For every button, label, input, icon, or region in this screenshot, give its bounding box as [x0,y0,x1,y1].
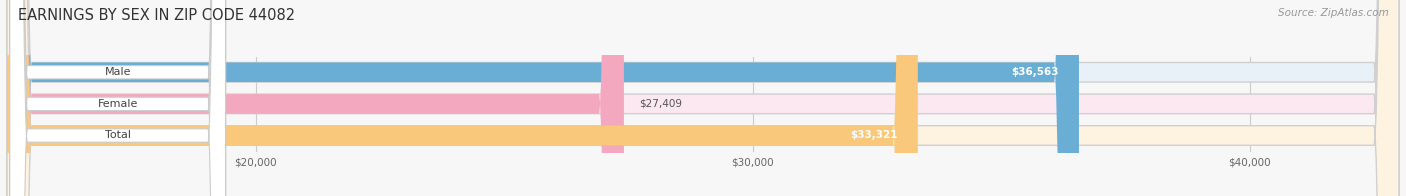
Text: EARNINGS BY SEX IN ZIP CODE 44082: EARNINGS BY SEX IN ZIP CODE 44082 [18,8,295,23]
FancyBboxPatch shape [7,0,1078,196]
Text: $33,321: $33,321 [851,131,898,141]
Text: $27,409: $27,409 [638,99,682,109]
Text: $36,563: $36,563 [1011,67,1059,77]
Text: Source: ZipAtlas.com: Source: ZipAtlas.com [1278,8,1389,18]
FancyBboxPatch shape [7,0,1399,196]
Text: Male: Male [104,67,131,77]
FancyBboxPatch shape [10,0,225,196]
Text: Total: Total [104,131,131,141]
FancyBboxPatch shape [7,0,918,196]
FancyBboxPatch shape [10,0,225,196]
FancyBboxPatch shape [10,0,225,196]
FancyBboxPatch shape [7,0,624,196]
FancyBboxPatch shape [7,0,1399,196]
FancyBboxPatch shape [7,0,1399,196]
Text: Female: Female [97,99,138,109]
